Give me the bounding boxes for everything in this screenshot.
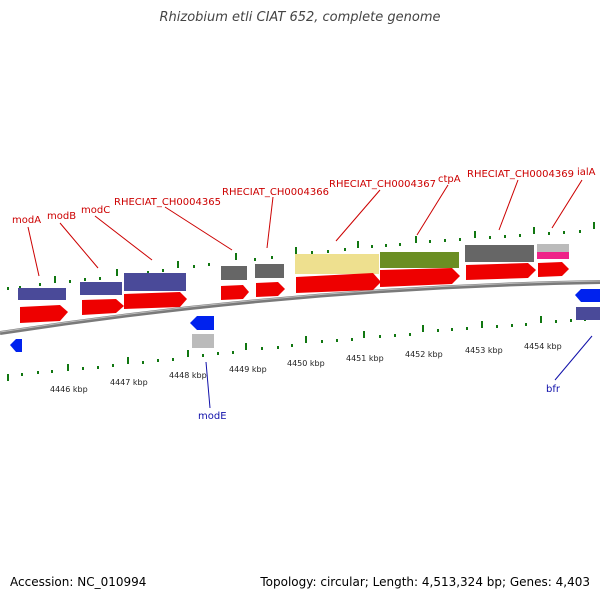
topology-stats: Topology: circular; Length: 4,513,324 bp… — [260, 575, 590, 589]
cds-mode-reverse[interactable] — [190, 316, 214, 330]
gene-label-modb[interactable]: modB — [47, 211, 76, 222]
gene-labels-top: modA modB modC RHECIAT_CH0004365 RHECIAT… — [12, 167, 596, 226]
gene-block-iala-light[interactable] — [537, 244, 569, 252]
gene-block-ctpa[interactable] — [380, 252, 459, 268]
cds-moda[interactable] — [20, 305, 68, 323]
cds-arrows — [20, 262, 569, 323]
gene-label-bfr[interactable]: bfr — [546, 384, 561, 395]
kbp-label: 4448 kbp — [169, 371, 207, 380]
gene-block-iala-pink[interactable] — [537, 252, 569, 259]
gene-label-4365[interactable]: RHECIAT_CH0004365 — [114, 197, 221, 208]
gene-block-4365[interactable] — [221, 266, 247, 280]
gene-label-iala[interactable]: ialA — [577, 167, 596, 178]
gene-block-4366[interactable] — [255, 264, 284, 278]
cds-ctpa[interactable] — [380, 268, 460, 287]
gene-label-ctpa[interactable]: ctpA — [438, 174, 461, 185]
gene-block-mode[interactable] — [192, 334, 214, 348]
genome-backbone-highlight — [0, 280, 600, 333]
kbp-label: 4449 kbp — [229, 365, 267, 374]
cds-4365[interactable] — [221, 285, 249, 300]
kbp-label: 4451 kbp — [346, 354, 384, 363]
genome-backbone — [0, 280, 600, 335]
inner-tick-row — [7, 316, 586, 381]
gene-block-bfr[interactable] — [576, 307, 600, 320]
cds-bfr-reverse[interactable] — [575, 289, 600, 302]
gene-block-4367[interactable] — [295, 254, 379, 274]
gene-label-4366[interactable]: RHECIAT_CH0004366 — [222, 187, 329, 198]
map-title: Rhizobium etli CIAT 652, complete genome — [159, 10, 441, 25]
kbp-label: 4447 kbp — [110, 378, 148, 387]
gene-blocks-inner — [10, 289, 600, 352]
kbp-label: 4450 kbp — [287, 359, 325, 368]
accession-label: Accession: NC_010994 — [10, 575, 147, 589]
gene-label-modc[interactable]: modC — [81, 205, 110, 216]
gene-label-moda[interactable]: modA — [12, 215, 41, 226]
cds-4366[interactable] — [256, 282, 285, 297]
cds-4367[interactable] — [296, 273, 381, 293]
gene-block-modb[interactable] — [80, 282, 122, 295]
gene-label-4369[interactable]: RHECIAT_CH0004369 — [467, 169, 574, 180]
gene-blocks-outer — [18, 244, 569, 300]
leader-lines-bottom — [205, 335, 593, 409]
cds-modb[interactable] — [82, 299, 124, 315]
kbp-scale-labels: 4446 kbp 4447 kbp 4448 kbp 4449 kbp 4450… — [50, 342, 562, 394]
kbp-label: 4453 kbp — [465, 346, 503, 355]
kbp-label: 4446 kbp — [50, 385, 88, 394]
gene-block-4369[interactable] — [465, 245, 534, 262]
kbp-label: 4454 kbp — [524, 342, 562, 351]
gene-label-4367[interactable]: RHECIAT_CH0004367 — [329, 179, 436, 190]
cds-4369[interactable] — [466, 263, 536, 280]
kbp-label: 4452 kbp — [405, 350, 443, 359]
leader-lines-top — [27, 179, 583, 277]
gene-block-moda[interactable] — [18, 288, 66, 300]
cds-modc[interactable] — [124, 292, 187, 309]
cds-left-reverse[interactable] — [10, 339, 22, 352]
gene-block-modc[interactable] — [124, 273, 186, 291]
gene-labels-bottom: modE bfr — [198, 384, 561, 422]
gene-label-mode[interactable]: modE — [198, 411, 227, 422]
cds-iala[interactable] — [538, 262, 569, 277]
